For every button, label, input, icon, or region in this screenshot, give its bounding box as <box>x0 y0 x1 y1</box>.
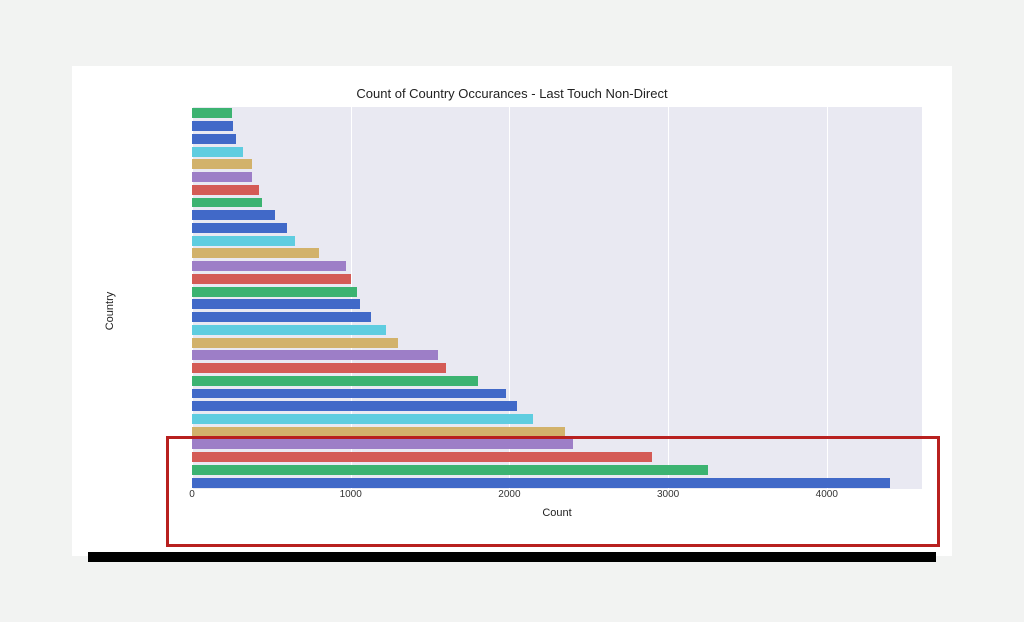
bar <box>192 147 243 157</box>
bar <box>192 299 360 309</box>
bar <box>192 338 398 348</box>
bar <box>192 350 438 360</box>
bar <box>192 376 478 386</box>
bar <box>192 236 295 246</box>
x-tick: 2000 <box>498 489 520 500</box>
chart-title: Count of Country Occurances - Last Touch… <box>72 86 952 101</box>
black-underbar <box>88 552 936 562</box>
bar <box>192 427 565 437</box>
x-axis: Count 0 1000 2000 3000 4000 <box>192 489 922 517</box>
bar <box>192 185 259 195</box>
bar <box>192 198 262 208</box>
bar <box>192 452 652 462</box>
bar <box>192 389 506 399</box>
x-tick: 1000 <box>340 489 362 500</box>
bar <box>192 478 890 488</box>
bar <box>192 121 233 131</box>
chart-card: Count of Country Occurances - Last Touch… <box>72 66 952 556</box>
bar <box>192 108 232 118</box>
bar <box>192 287 357 297</box>
plot-wrap: websitechcnswimcatriathlonatrunbecycledk… <box>192 107 922 517</box>
y-axis-label: Country <box>104 292 116 331</box>
x-tick: 4000 <box>816 489 838 500</box>
bar <box>192 210 275 220</box>
bar <box>192 261 346 271</box>
bar <box>192 172 252 182</box>
x-tick: 0 <box>189 489 195 500</box>
plot-area: websitechcnswimcatriathlonatrunbecycledk… <box>192 107 922 489</box>
gridline <box>668 107 669 489</box>
bar <box>192 439 573 449</box>
bar <box>192 414 533 424</box>
bar <box>192 223 287 233</box>
bar <box>192 401 517 411</box>
x-axis-label: Count <box>542 507 571 519</box>
bar <box>192 134 236 144</box>
x-tick: 3000 <box>657 489 679 500</box>
bar <box>192 159 252 169</box>
bar <box>192 363 446 373</box>
bar <box>192 325 386 335</box>
bar <box>192 274 351 284</box>
gridline <box>827 107 828 489</box>
bar <box>192 465 708 475</box>
bar <box>192 312 371 322</box>
bar <box>192 248 319 258</box>
